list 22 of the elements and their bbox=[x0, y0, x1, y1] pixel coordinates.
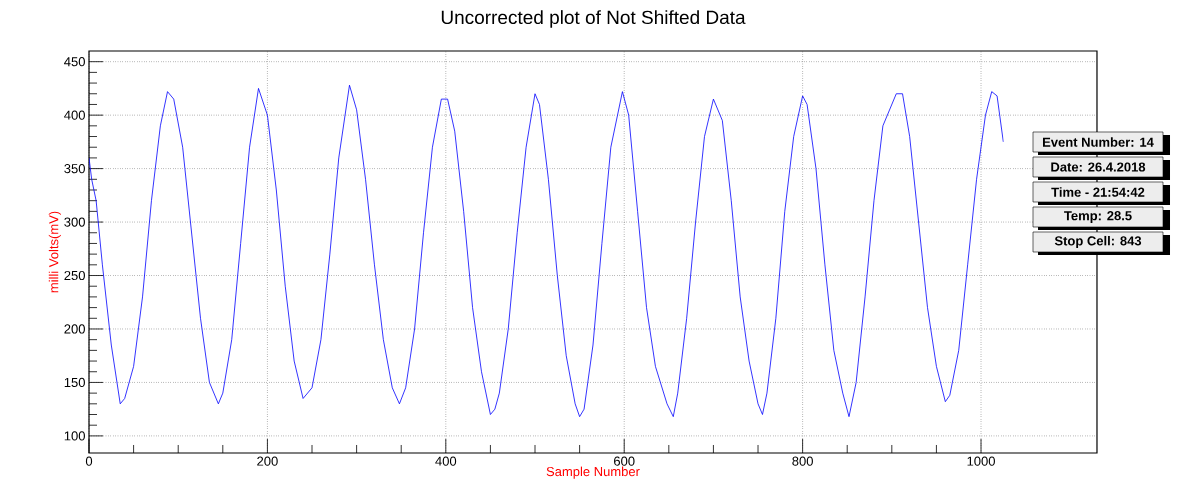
y-tick-label: 300 bbox=[64, 217, 85, 227]
x-axis-title: Sample Number bbox=[546, 466, 640, 479]
chart-title: Uncorrected plot of Not Shifted Data bbox=[441, 10, 746, 28]
annotation: Date: 26.4.2018 bbox=[1051, 162, 1146, 172]
x-tick-label: 800 bbox=[792, 456, 813, 466]
annotation: Temp: 28.5 bbox=[1064, 211, 1132, 223]
annotation: Event Number: 14 bbox=[1043, 137, 1154, 147]
x-tick-label: 0 bbox=[85, 456, 93, 466]
y-tick-label: 400 bbox=[64, 110, 85, 120]
y-tick-label: 250 bbox=[64, 270, 85, 281]
annotation: Time - 21:54:42 bbox=[1051, 187, 1145, 197]
y-tick-label: 450 bbox=[64, 57, 85, 67]
x-tick-label: 600 bbox=[614, 456, 635, 466]
x-tick-label: 400 bbox=[435, 456, 457, 466]
annotation: Stop Cell: 843 bbox=[1054, 235, 1142, 249]
x-tick-label: 200 bbox=[257, 456, 278, 466]
x-tick-label: 1000 bbox=[967, 456, 995, 466]
y-tick-label: 350 bbox=[64, 164, 85, 174]
y-tick-label: 200 bbox=[64, 324, 85, 334]
y-axis-title: milli Volts(mV) bbox=[48, 211, 61, 293]
y-tick-label: 100 bbox=[64, 431, 85, 441]
y-tick-label: 150 bbox=[64, 377, 85, 388]
